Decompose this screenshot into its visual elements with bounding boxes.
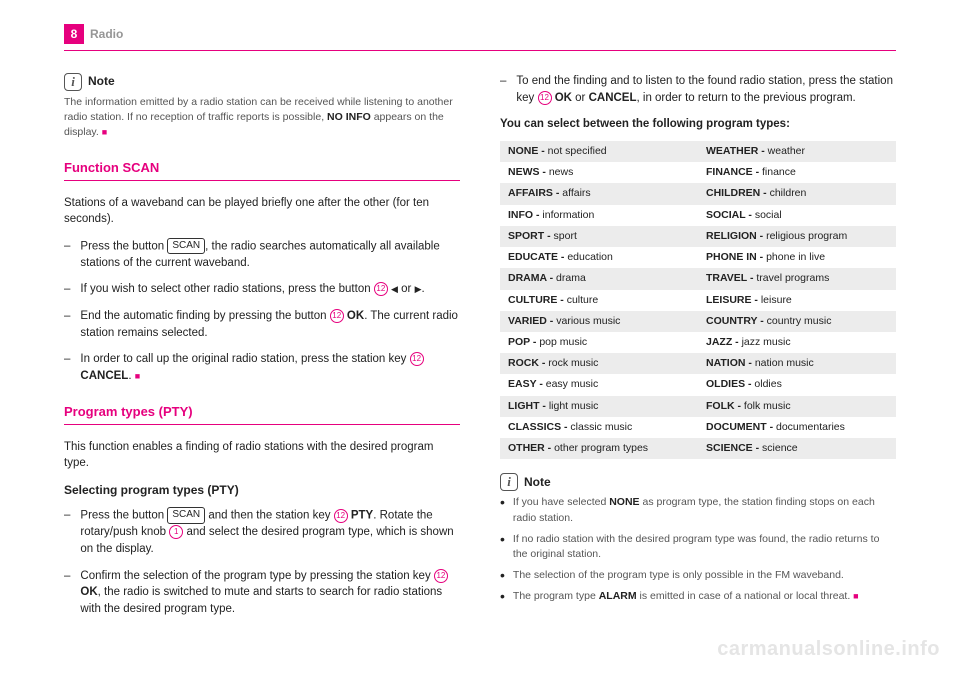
table-row: CULTURE - cultureLEISURE - leisure — [500, 290, 896, 311]
table-cell: EASY - easy music — [500, 374, 698, 395]
table-cell: CLASSICS - classic music — [500, 417, 698, 438]
table-row: EASY - easy musicOLDIES - oldies — [500, 374, 896, 395]
scan-button-icon: SCAN — [167, 238, 205, 255]
table-cell: DRAMA - drama — [500, 268, 698, 289]
key-12-icon: 12 — [538, 91, 552, 105]
list-item: •The program type ALARM is emitted in ca… — [500, 589, 896, 604]
note-heading: i Note — [64, 73, 460, 91]
section-title: Radio — [90, 27, 123, 41]
table-cell: SPORT - sport — [500, 226, 698, 247]
table-row: OTHER - other program typesSCIENCE - sci… — [500, 438, 896, 459]
table-cell: OTHER - other program types — [500, 438, 698, 459]
pty-steps: –Press the button SCAN and then the stat… — [64, 507, 460, 617]
table-cell: NATION - nation music — [698, 353, 896, 374]
table-cell: AFFAIRS - affairs — [500, 183, 698, 204]
table-row: DRAMA - dramaTRAVEL - travel programs — [500, 268, 896, 289]
key-12-icon: 12 — [374, 282, 388, 296]
heading-pty: Program types (PTY) — [64, 403, 460, 425]
heading-scan: Function SCAN — [64, 159, 460, 181]
table-row: NEWS - newsFINANCE - finance — [500, 162, 896, 183]
list-item: –Press the button SCAN, the radio search… — [64, 238, 460, 272]
header-rule — [64, 50, 896, 51]
info-icon: i — [64, 73, 82, 91]
end-marker-icon: ■ — [135, 371, 140, 381]
note-label: Note — [88, 73, 115, 90]
top-continuation: –To end the finding and to listen to the… — [500, 73, 896, 106]
table-row: LIGHT - light musicFOLK - folk music — [500, 396, 896, 417]
table-row: EDUCATE - educationPHONE IN - phone in l… — [500, 247, 896, 268]
note-heading: i Note — [500, 473, 896, 491]
table-cell: INFO - information — [500, 205, 698, 226]
list-item: •The selection of the program type is on… — [500, 568, 896, 583]
left-arrow-icon — [391, 283, 398, 295]
key-12-icon: 12 — [410, 352, 424, 366]
note-label: Note — [524, 474, 551, 491]
table-cell: DOCUMENT - documentaries — [698, 417, 896, 438]
list-item: –In order to call up the original radio … — [64, 351, 460, 384]
table-cell: NONE - not specified — [500, 141, 698, 162]
table-row: AFFAIRS - affairsCHILDREN - children — [500, 183, 896, 204]
table-row: ROCK - rock musicNATION - nation music — [500, 353, 896, 374]
page-number: 8 — [64, 24, 84, 44]
table-row: INFO - informationSOCIAL - social — [500, 205, 896, 226]
info-icon: i — [500, 473, 518, 491]
list-item: –End the automatic finding by pressing t… — [64, 308, 460, 341]
scan-button-icon: SCAN — [167, 507, 205, 524]
list-item: –Press the button SCAN and then the stat… — [64, 507, 460, 557]
table-cell: RELIGION - religious program — [698, 226, 896, 247]
table-cell: LEISURE - leisure — [698, 290, 896, 311]
list-item: –To end the finding and to listen to the… — [500, 73, 896, 106]
table-cell: TRAVEL - travel programs — [698, 268, 896, 289]
program-types-subhead: You can select between the following pro… — [500, 116, 896, 133]
list-item: •If no radio station with the desired pr… — [500, 532, 896, 562]
table-cell: ROCK - rock music — [500, 353, 698, 374]
watermark: carmanualsonline.info — [717, 638, 940, 661]
table-cell: NEWS - news — [500, 162, 698, 183]
table-row: CLASSICS - classic musicDOCUMENT - docum… — [500, 417, 896, 438]
key-12-icon: 12 — [434, 569, 448, 583]
table-cell: FINANCE - finance — [698, 162, 896, 183]
table-cell: SCIENCE - science — [698, 438, 896, 459]
table-cell: JAZZ - jazz music — [698, 332, 896, 353]
key-1-icon: 1 — [169, 525, 183, 539]
key-12-icon: 12 — [330, 309, 344, 323]
note-bullets: •If you have selected NONE as program ty… — [500, 495, 896, 604]
scan-intro: Stations of a waveband can be played bri… — [64, 195, 460, 228]
program-types-table: NONE - not specifiedWEATHER - weatherNEW… — [500, 141, 896, 459]
table-cell: WEATHER - weather — [698, 141, 896, 162]
table-row: SPORT - sportRELIGION - religious progra… — [500, 226, 896, 247]
table-cell: EDUCATE - education — [500, 247, 698, 268]
table-cell: OLDIES - oldies — [698, 374, 896, 395]
right-arrow-icon — [415, 283, 422, 295]
table-row: VARIED - various musicCOUNTRY - country … — [500, 311, 896, 332]
right-column: –To end the finding and to listen to the… — [500, 73, 896, 628]
table-cell: VARIED - various music — [500, 311, 698, 332]
key-12-icon: 12 — [334, 509, 348, 523]
table-cell: FOLK - folk music — [698, 396, 896, 417]
table-cell: SOCIAL - social — [698, 205, 896, 226]
table-cell: CULTURE - culture — [500, 290, 698, 311]
table-cell: PHONE IN - phone in live — [698, 247, 896, 268]
list-item: –Confirm the selection of the program ty… — [64, 568, 460, 618]
table-cell: POP - pop music — [500, 332, 698, 353]
left-column: i Note The information emitted by a radi… — [64, 73, 460, 628]
end-marker-icon: ■ — [102, 127, 107, 137]
table-row: POP - pop musicJAZZ - jazz music — [500, 332, 896, 353]
table-cell: CHILDREN - children — [698, 183, 896, 204]
table-cell: LIGHT - light music — [500, 396, 698, 417]
list-item: •If you have selected NONE as program ty… — [500, 495, 896, 525]
pty-subhead: Selecting program types (PTY) — [64, 482, 460, 499]
note-body: The information emitted by a radio stati… — [64, 95, 460, 141]
table-cell: COUNTRY - country music — [698, 311, 896, 332]
pty-intro: This function enables a finding of radio… — [64, 439, 460, 472]
list-item: –If you wish to select other radio stati… — [64, 281, 460, 298]
table-row: NONE - not specifiedWEATHER - weather — [500, 141, 896, 162]
scan-steps: –Press the button SCAN, the radio search… — [64, 238, 460, 385]
